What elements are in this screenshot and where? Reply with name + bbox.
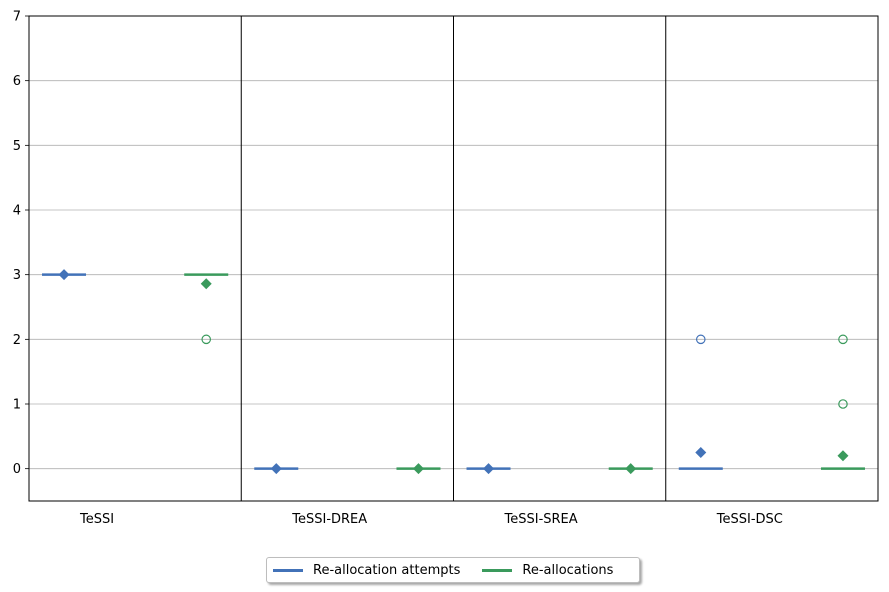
y-tick-label: 3 [13,268,21,283]
mean-marker [200,278,212,290]
plot-marks [42,269,865,475]
plot-area-frame [28,15,879,502]
group-separators [240,16,667,501]
y-tick-label: 5 [13,139,21,154]
x-category-label: TeSSI-DSC [716,512,783,527]
legend: Re-allocation attempts Re-allocations [266,557,640,583]
mean-marker [625,463,637,475]
mean-marker [58,269,70,281]
outlier-point [838,399,848,409]
axis-labels: 0 1 2 3 4 5 6 7 TeSSI TeSSI-DREA TeSSI-SREA TeSSI-D… [13,10,783,528]
legend-label-reallocations: Re-allocations [522,562,614,578]
outlier-point [838,334,848,345]
legend-swatch-attempts [273,568,303,572]
mean-marker [837,450,849,462]
x-category-label: TeSSI-SREA [504,512,578,527]
outlier-point [201,334,212,345]
legend-label-attempts: Re-allocation attempts [313,562,461,578]
y-tick-label: 1 [13,398,21,413]
outlier-point [695,334,706,345]
legend-swatch-reallocations [482,568,513,572]
mean-marker [270,463,282,475]
y-tick-label: 0 [13,462,21,477]
legend-item-reallocations: Re-allocations [482,563,613,578]
mean-marker [695,447,707,458]
mean-marker [412,463,424,475]
legend-item-attempts: Re-allocation attempts [273,563,460,578]
y-tick-label: 7 [13,10,21,25]
y-tick-label: 6 [13,74,21,89]
mean-marker [483,463,495,475]
x-category-label: TeSSI-DREA [291,512,367,527]
y-tick-label: 2 [13,333,21,348]
x-category-label: TeSSI [79,512,114,527]
y-tick-label: 4 [13,204,21,219]
